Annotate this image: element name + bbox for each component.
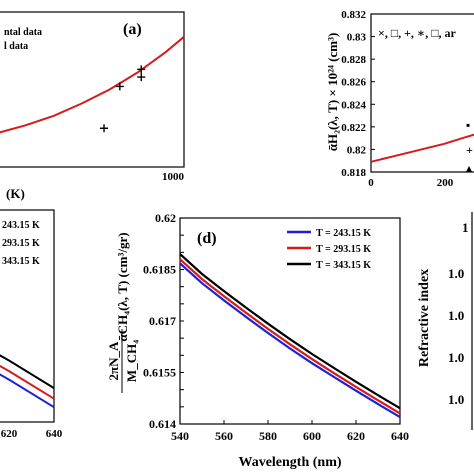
panel-e-ytick-1: 1 [462, 220, 469, 235]
panel-a-xlabel: (K) [6, 186, 25, 201]
panel-b-ytick-label: 0.822 [341, 122, 366, 134]
panel-c-legend-2: 293.15 K [2, 238, 40, 249]
panel-a-point [115, 82, 124, 91]
panel-b-ytick-label: 0.818 [341, 167, 366, 179]
panel-a-point [137, 65, 146, 74]
panel-e-ylabel: Refractive index [417, 269, 432, 367]
panel-c: 243.15 K 293.15 K 343.15 K 620 640 [0, 209, 63, 440]
panel-d-ytick-label: 0.6155 [143, 366, 176, 380]
panel-a-point [137, 73, 146, 82]
panel-b-marker-stub-2: + [466, 143, 473, 157]
panel-a-frame [0, 11, 185, 168]
panel-a-xtick-1000: 1000 [162, 171, 185, 183]
panel-b-marker-stub-1: ▪ [466, 118, 470, 132]
panel-d-ylabel-top: 2πN_A [106, 341, 121, 381]
panel-b-ytick-label: 0.832 [341, 9, 366, 21]
panel-c-series-line [0, 354, 55, 389]
panel-d-legend-label: T = 293.15 K [316, 244, 371, 255]
panel-b-frame [370, 13, 474, 173]
panel-e-ytick-2: 1.0 [448, 266, 464, 281]
panel-d-legend-label: T = 243.15 K [316, 228, 371, 239]
panel-d-series-line [179, 258, 401, 415]
panel-b-legend: ×, □, +, ∗, □, ar [378, 26, 456, 40]
panel-d-ytick-label: 0.614 [149, 417, 176, 431]
panel-b-yticks: 0.818 0.82 0.822 0.824 0.826 0.828 0.83 0.832 [341, 9, 375, 179]
panel-d-yticks: 0.614 0.6155 0.617 0.6185 0.62 [143, 211, 184, 431]
panel-d-xtick-label: 620 [347, 429, 365, 443]
panel-c-legend-1: 243.15 K [2, 220, 40, 231]
panel-e-ytick-5: 1.0 [448, 392, 464, 407]
panel-d-series-line [179, 262, 401, 419]
panel-c-xtick-640: 640 [46, 428, 63, 440]
panel-d-xticks: 540 560 580 600 620 640 [171, 420, 409, 443]
panel-c-xtick-620: 620 [1, 428, 18, 440]
panel-b-series-line [370, 133, 474, 163]
panel-d-label: (d) [197, 230, 217, 247]
panel-e-ytick-4: 1.0 [448, 350, 464, 365]
panel-b: 0.818 0.82 0.822 0.824 0.826 0.828 0.83 0.832 ×… [325, 9, 474, 189]
panel-e-ytick-3: 1.0 [448, 308, 464, 323]
panel-c-series-line [0, 364, 55, 400]
panel-a: (a) ntal data l data 1000 (K) [0, 11, 185, 201]
panel-a-fit-curve [0, 36, 185, 134]
panel-d-ytick-label: 0.6185 [143, 263, 176, 277]
panel-b-ytick-label: 0.826 [341, 77, 366, 89]
panel-d-ylabel: 2πN_A M_CH₄ ᾱCH₄(λ, T) (cm³/gr) [106, 232, 139, 393]
panel-c-series [0, 354, 55, 409]
panel-d-ylabel-bottom: M_CH₄ [124, 340, 139, 382]
panel-d-ytick-label: 0.62 [155, 211, 176, 225]
panel-d-legend: T = 243.15 K T = 293.15 K T = 343.15 K [287, 228, 371, 271]
panel-d-xtick-label: 560 [215, 429, 233, 443]
panel-e: Refractive index 1 1.0 1.0 1.0 1.0 [417, 212, 473, 430]
panel-d-series [179, 253, 401, 419]
panel-b-ytick-label: 0.828 [341, 54, 366, 66]
panel-d-ylabel-mid: ᾱCH₄(λ, T) (cm³/gr) [115, 232, 130, 341]
panel-b-ytick-label: 0.82 [347, 144, 367, 156]
panel-b-xtick-0: 0 [368, 177, 374, 189]
panel-b-series [370, 133, 474, 163]
panel-d-xtick-label: 640 [391, 429, 409, 443]
panel-c-frame [0, 209, 55, 423]
panel-b-ytick-label: 0.824 [341, 99, 366, 111]
panel-d-xtick-label: 540 [171, 429, 189, 443]
panel-a-point [100, 124, 109, 133]
panel-a-label: (a) [123, 21, 142, 38]
panel-b-ylabel: ᾱH₂(λ, T) × 10²⁴ (cm³) [325, 33, 340, 152]
panel-d-xtick-label: 580 [259, 429, 277, 443]
panel-a-fit-line [0, 36, 185, 134]
panel-d-series-line [179, 253, 401, 410]
panel-d-xtick-label: 600 [303, 429, 321, 443]
panel-a-legend-1: ntal data [4, 27, 42, 38]
panel-d-legend-label: T = 343.15 K [316, 260, 371, 271]
panel-b-ytick-label: 0.83 [347, 32, 367, 44]
panel-a-legend-2: l data [4, 41, 28, 52]
panel-d-ytick-label: 0.617 [149, 314, 176, 328]
panel-b-xtick-200: 200 [437, 177, 454, 189]
panel-a-points [100, 65, 146, 133]
panel-d: (d) T = 243.15 K T = 293.15 K T = 343.15 K… [106, 211, 409, 470]
panel-c-series-line [0, 373, 55, 409]
panel-b-marker-stub-3: ▴ [466, 161, 472, 175]
panel-c-legend-3: 343.15 K [2, 256, 40, 267]
panel-d-xlabel: Wavelength (nm) [238, 455, 341, 470]
